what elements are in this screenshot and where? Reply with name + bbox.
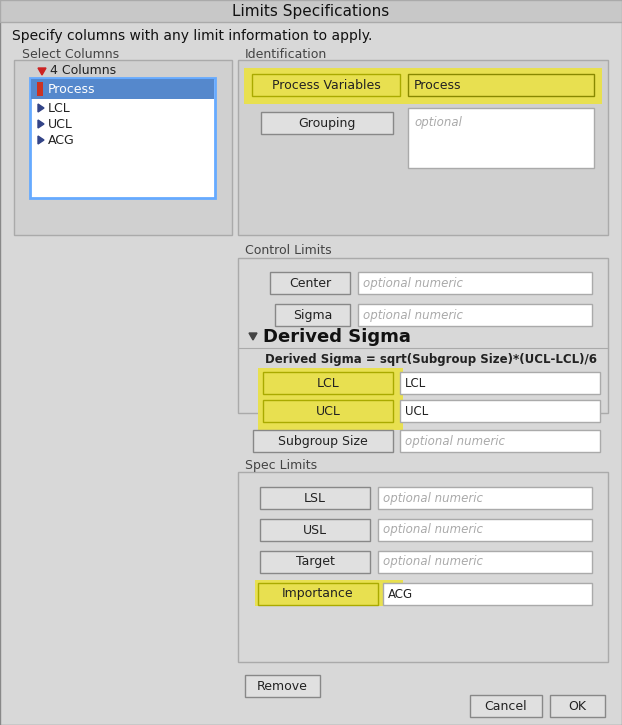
Polygon shape <box>38 136 44 144</box>
Bar <box>400 372 600 394</box>
Text: Process: Process <box>48 83 96 96</box>
Bar <box>263 372 393 394</box>
Text: UCL: UCL <box>405 405 429 418</box>
Text: LCL: LCL <box>317 376 340 389</box>
Polygon shape <box>38 120 44 128</box>
Text: optional numeric: optional numeric <box>383 492 483 505</box>
Text: Derived Sigma = sqrt(Subgroup Size)*(UCL-LCL)/6: Derived Sigma = sqrt(Subgroup Size)*(UCL… <box>265 352 597 365</box>
Bar <box>37 82 43 96</box>
Bar <box>400 400 600 422</box>
Text: optional: optional <box>414 115 462 128</box>
Text: Select Columns: Select Columns <box>22 48 119 60</box>
Bar <box>261 112 393 134</box>
Text: UCL: UCL <box>48 117 73 130</box>
Bar <box>378 487 592 509</box>
Polygon shape <box>38 104 44 112</box>
Bar <box>258 583 378 605</box>
Text: USL: USL <box>303 523 327 536</box>
Bar <box>260 551 370 573</box>
Text: 4 Columns: 4 Columns <box>50 64 116 77</box>
Bar <box>275 304 350 326</box>
Bar <box>383 583 592 605</box>
Bar <box>14 60 232 235</box>
Bar <box>550 695 605 717</box>
Text: Importance: Importance <box>282 587 354 600</box>
Text: optional numeric: optional numeric <box>405 434 505 447</box>
Bar <box>252 74 400 96</box>
Bar <box>244 68 602 104</box>
Text: Target: Target <box>295 555 335 568</box>
Text: Derived Sigma: Derived Sigma <box>263 328 411 346</box>
Polygon shape <box>38 68 46 75</box>
Text: Identification: Identification <box>245 48 327 60</box>
Bar <box>470 695 542 717</box>
Bar <box>258 368 403 430</box>
Bar <box>260 519 370 541</box>
Bar <box>378 519 592 541</box>
Bar <box>408 74 594 96</box>
Bar <box>263 400 393 422</box>
Text: UCL: UCL <box>315 405 340 418</box>
Bar <box>255 580 403 606</box>
Text: LCL: LCL <box>48 102 71 115</box>
Bar <box>400 430 600 452</box>
Text: LSL: LSL <box>304 492 326 505</box>
Bar <box>358 304 592 326</box>
Bar <box>238 258 608 413</box>
Bar <box>270 272 350 294</box>
Text: Sigma: Sigma <box>293 309 332 321</box>
Text: Limits Specifications: Limits Specifications <box>233 4 389 19</box>
Text: optional numeric: optional numeric <box>383 555 483 568</box>
Text: Process Variables: Process Variables <box>272 78 381 91</box>
Text: Specify columns with any limit information to apply.: Specify columns with any limit informati… <box>12 29 373 43</box>
Bar <box>378 551 592 573</box>
Text: optional numeric: optional numeric <box>383 523 483 536</box>
Text: Remove: Remove <box>257 679 308 692</box>
Text: Center: Center <box>289 276 331 289</box>
Text: Cancel: Cancel <box>485 700 527 713</box>
Text: OK: OK <box>569 700 587 713</box>
Text: Subgroup Size: Subgroup Size <box>278 434 368 447</box>
Bar <box>0 0 622 22</box>
Text: LCL: LCL <box>405 376 426 389</box>
Bar <box>253 430 393 452</box>
Bar <box>238 472 608 662</box>
Text: Control Limits: Control Limits <box>245 244 332 257</box>
Bar <box>408 108 594 168</box>
Bar <box>245 675 320 697</box>
Text: optional numeric: optional numeric <box>363 309 463 321</box>
Text: ACG: ACG <box>48 133 75 146</box>
Text: ACG: ACG <box>388 587 413 600</box>
Text: Grouping: Grouping <box>299 117 356 130</box>
Text: optional numeric: optional numeric <box>363 276 463 289</box>
Bar <box>260 487 370 509</box>
Bar <box>30 78 215 198</box>
Bar <box>238 60 608 235</box>
Text: Spec Limits: Spec Limits <box>245 458 317 471</box>
Polygon shape <box>249 333 257 340</box>
Bar <box>358 272 592 294</box>
Bar <box>31 79 214 99</box>
Text: Process: Process <box>414 78 462 91</box>
